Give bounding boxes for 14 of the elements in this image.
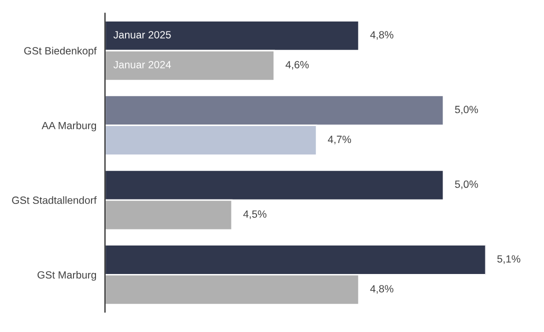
data-label: 5,0% (455, 106, 478, 114)
y-tick-label: GSt Biedenkopf (24, 46, 97, 57)
data-label: 5,0% (455, 180, 478, 190)
y-tick-label: GSt Stadtallendorf (12, 196, 97, 204)
y-tick-label: AA Marburg (42, 122, 96, 132)
data-label: 4,6% (286, 60, 309, 70)
series-label: Januar 2025 (113, 31, 171, 38)
data-label: 5,1% (497, 255, 520, 264)
data-label: 4,7% (328, 136, 352, 144)
data-label: 4,8% (370, 31, 394, 40)
series-label: Januar 2024 (113, 60, 171, 68)
y-tick-label: GSt Marburg (38, 270, 96, 281)
data-label: 4,5% (243, 210, 266, 219)
data-label: 4,8% (370, 285, 394, 294)
